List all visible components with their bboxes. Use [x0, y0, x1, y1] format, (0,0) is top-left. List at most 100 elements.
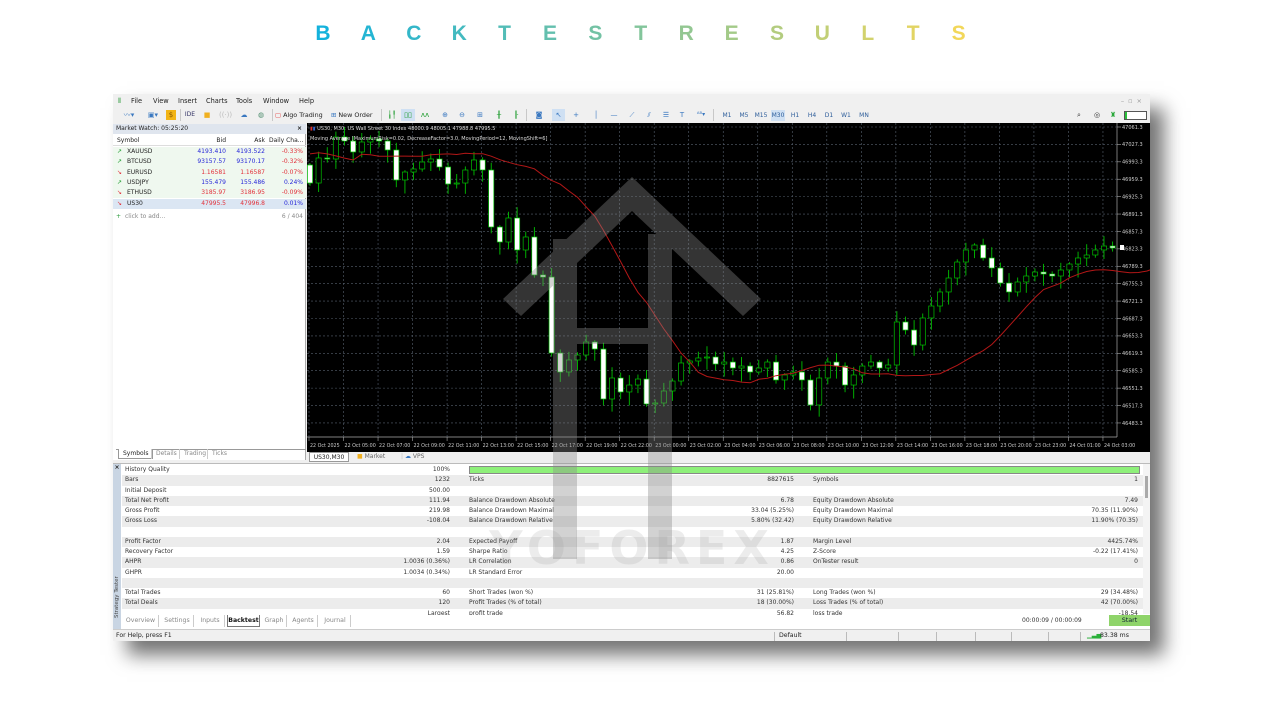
chart-tab-us30-m30[interactable]: US30,M30	[309, 452, 349, 462]
tab-graph[interactable]: Graph	[262, 615, 287, 627]
community-globe-icon[interactable]: ◍	[257, 111, 265, 119]
column-ask[interactable]: Ask	[254, 137, 265, 144]
bar-chart-icon[interactable]: ╽╿	[387, 111, 397, 119]
tab-settings[interactable]: Settings	[161, 615, 194, 627]
menu-help[interactable]: Help	[299, 97, 315, 105]
tab-agents[interactable]: Agents	[289, 615, 318, 627]
stat-label: Profit Factor	[125, 537, 161, 545]
timeframe-w1[interactable]: W1	[841, 112, 851, 119]
templates-dropdown[interactable]: ▣▾	[147, 111, 159, 119]
new-order-button[interactable]: ⊞ New Order	[331, 109, 377, 121]
equidistant-channel-icon[interactable]: ⫽	[647, 111, 651, 119]
candle-body	[1101, 245, 1107, 251]
tab-trading[interactable]: Trading	[179, 449, 210, 459]
search-icon[interactable]: ⌕	[1077, 111, 1081, 119]
timeframe-d1[interactable]: D1	[824, 112, 834, 119]
chart-window[interactable]: 47061.3 47027.3 46993.3 46959.3 46925.3 46891…	[307, 123, 1150, 452]
account-icon[interactable]: ◎	[1093, 111, 1101, 119]
market-watch-row[interactable]: ↗ USDJPY 155.479 155.486 0.24%	[113, 177, 306, 189]
chart-shift-icon[interactable]: ╟	[513, 111, 519, 119]
close-icon[interactable]: ×	[296, 125, 302, 132]
menu-window[interactable]: Window	[263, 97, 289, 105]
close-tester-icon[interactable]: ×	[114, 464, 120, 471]
stat-label: Recovery Factor	[125, 548, 174, 555]
vps-cloud-icon[interactable]: ☁	[240, 111, 248, 119]
timeframe-h4[interactable]: H4	[807, 112, 817, 119]
ide-button[interactable]: IDE	[184, 111, 196, 118]
candle-bearish	[988, 247, 995, 278]
table-row: GHPR 1.0034 (0.34%) LR Standard Error 20.00	[122, 567, 1143, 578]
timeframe-h1[interactable]: H1	[790, 112, 800, 119]
tab-overview[interactable]: Overview	[123, 615, 159, 627]
market-watch-row[interactable]: ↗ XAUUSD 4193.410 4193.522 -0.33%	[113, 147, 306, 158]
arrow-down-icon: ↘	[117, 189, 123, 197]
market-watch-row[interactable]: ↗ BTCUSD 93157.57 93170.17 -0.32%	[113, 157, 306, 168]
candle-body	[1023, 275, 1030, 283]
vps-cloud-icon: ☁	[404, 453, 411, 460]
algo-trading-icon: ▢	[275, 111, 282, 119]
menu-file[interactable]: File	[131, 97, 143, 105]
signal-strength-icon[interactable]: ♜	[1109, 111, 1117, 119]
tile-windows-icon[interactable]: ⊞	[477, 111, 483, 119]
stat-value: 42 (70.00%)	[1100, 599, 1138, 607]
time-label: 23 Oct 14:00	[897, 443, 928, 449]
market-tab[interactable]: ■ Market	[357, 452, 385, 462]
price-axis[interactable]	[1117, 123, 1150, 452]
market-watch-row[interactable]: ↘ ETHUSD 3185.97 3186.95 -0.09%	[113, 188, 306, 199]
vertical-line-icon[interactable]: │	[593, 111, 599, 119]
menu-insert[interactable]: Insert	[178, 97, 197, 105]
signals-icon[interactable]: ((·))	[219, 111, 233, 119]
close-window-button[interactable]: ×	[1136, 97, 1146, 105]
shapes-dropdown[interactable]: ᴬᴮ▾	[696, 111, 706, 118]
menu-tools[interactable]: Tools	[236, 97, 253, 105]
table-scrollbar[interactable]	[1143, 464, 1150, 614]
zoom-out-icon[interactable]: ⊖	[459, 111, 465, 119]
click-to-add-row[interactable]: + click to add... 6 / 404	[113, 212, 306, 222]
candle-bullish	[522, 231, 529, 259]
gold-symbol-icon[interactable]: $	[166, 110, 176, 120]
timeframe-m30[interactable]: M30	[771, 110, 785, 121]
market-watch-row[interactable]: ↘ EURUSD 1.16581 1.16587 -0.07%	[113, 167, 306, 178]
tab-details[interactable]: Details	[151, 449, 181, 459]
zoom-in-icon[interactable]: ⊕	[442, 111, 448, 119]
tab-backtest[interactable]: Backtest	[227, 615, 260, 627]
cursor-icon[interactable]: ↖	[552, 109, 565, 121]
algo-trading-button[interactable]: ▢ Algo Trading	[275, 109, 327, 121]
menu-view[interactable]: View	[153, 97, 169, 105]
screenshot-icon[interactable]: ◙	[535, 111, 543, 119]
minimize-button[interactable]: –	[1120, 97, 1129, 105]
candle-bullish	[850, 366, 857, 399]
vps-tab[interactable]: | ☁ VPS	[401, 453, 425, 460]
tab-journal[interactable]: Journal	[320, 615, 351, 627]
tab-symbols[interactable]: Symbols	[118, 449, 154, 459]
market-bag-icon[interactable]: ■	[203, 111, 211, 119]
candle-bullish	[1014, 277, 1021, 297]
column-daily-change[interactable]: Daily Cha...	[269, 137, 304, 144]
tab-ticks[interactable]: Ticks	[207, 449, 231, 459]
stat-value: 500.00	[429, 486, 450, 494]
horizontal-line-icon[interactable]: —	[610, 111, 618, 119]
crosshair-icon[interactable]: +	[573, 111, 579, 119]
timeframe-m1[interactable]: M1	[722, 112, 732, 119]
time-label: 24 Oct 01:00	[1069, 443, 1100, 449]
candle-bullish	[1092, 244, 1099, 258]
candle-bearish	[479, 157, 486, 182]
tab-inputs[interactable]: Inputs	[196, 615, 225, 627]
chart-type-dropdown[interactable]: 〰▾	[123, 111, 135, 119]
menu-charts[interactable]: Charts	[206, 97, 228, 105]
timeframe-m5[interactable]: M5	[739, 112, 749, 119]
line-chart-icon[interactable]: ʌʌ	[420, 111, 430, 119]
fibonacci-icon[interactable]: ☰	[662, 111, 670, 119]
trendline-icon[interactable]: ⟋	[629, 111, 635, 119]
column-symbol[interactable]: Symbol	[117, 137, 140, 144]
price-chart[interactable]: 47061.3 47027.3 46993.3 46959.3 46925.3 46891…	[307, 123, 1150, 452]
start-button[interactable]: Start	[1109, 615, 1150, 626]
column-bid[interactable]: Bid	[216, 137, 226, 144]
auto-scroll-icon[interactable]: ╫	[496, 111, 502, 119]
market-watch-row[interactable]: ↘ US30 47995.5 47996.8 0.01%	[113, 198, 306, 209]
timeframe-m15[interactable]: M15	[754, 112, 768, 119]
timeframe-mn[interactable]: MN	[859, 112, 869, 119]
text-tool-icon[interactable]: T	[679, 111, 685, 119]
restore-button[interactable]: ▫	[1128, 97, 1137, 105]
candlestick-chart-icon[interactable]: ▯▯	[401, 109, 415, 121]
